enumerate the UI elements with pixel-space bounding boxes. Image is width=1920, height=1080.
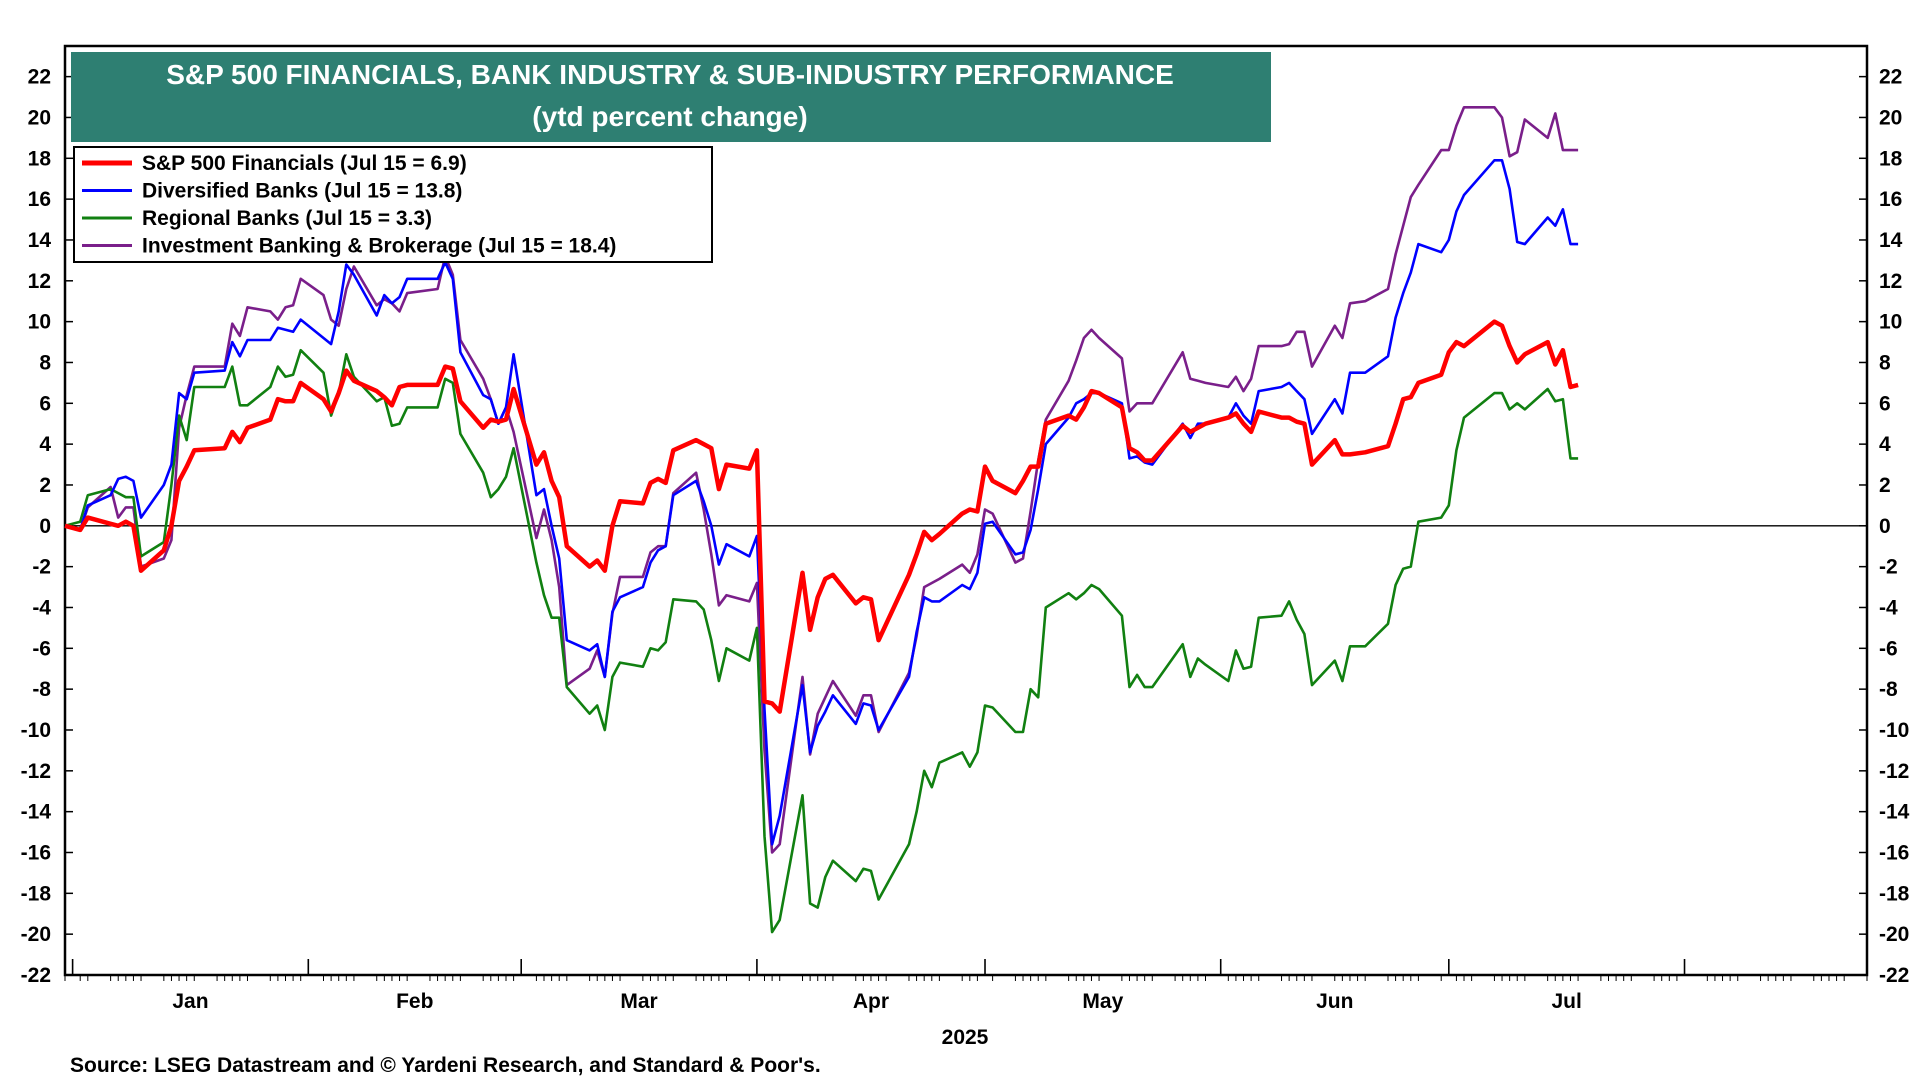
- x-axis-year-label: 2025: [942, 1026, 989, 1049]
- series-line-2: [64, 348, 1579, 934]
- y-tick-label-right: -14: [1879, 801, 1910, 824]
- x-tick-label: Jan: [172, 990, 208, 1013]
- y-tick-label-left: -20: [21, 923, 51, 946]
- title-background: [71, 52, 1271, 142]
- y-tick-label-left: 6: [39, 392, 51, 415]
- y-tick-label-right: 18: [1879, 147, 1903, 170]
- y-tick-label-right: -4: [1879, 596, 1898, 619]
- plot-frame: [63, 44, 1869, 977]
- y-tick-label-right: 2: [1879, 474, 1891, 497]
- y-tick-label-left: 18: [28, 147, 52, 170]
- y-tick-label-left: -6: [32, 637, 51, 660]
- chart-subtitle: (ytd percent change): [532, 101, 807, 132]
- y-tick-label-left: 2: [39, 474, 51, 497]
- y-tick-label-left: 12: [28, 270, 51, 293]
- legend-label: Diversified Banks (Jul 15 = 13.8): [142, 180, 462, 203]
- y-tick-label-left: 20: [28, 106, 51, 129]
- y-tick-label-right: 0: [1879, 515, 1891, 538]
- chart-title: S&P 500 FINANCIALS, BANK INDUSTRY & SUB-…: [166, 59, 1174, 90]
- series-line-1: [64, 159, 1579, 846]
- y-tick-label-right: 4: [1879, 433, 1891, 456]
- y-tick-label-left: -18: [21, 882, 52, 905]
- title-banner: S&P 500 FINANCIALS, BANK INDUSTRY & SUB-…: [71, 52, 1271, 142]
- y-tick-label-left: -10: [21, 719, 51, 742]
- y-tick-label-right: -10: [1879, 719, 1909, 742]
- y-tick-label-left: -14: [21, 801, 52, 824]
- y-tick-label-left: -12: [21, 760, 51, 783]
- y-tick-label-left: 0: [39, 515, 51, 538]
- y-tick-label-left: 10: [28, 311, 51, 334]
- y-tick-label-left: 4: [39, 433, 51, 456]
- x-tick-label: May: [1082, 990, 1123, 1013]
- legend-label: S&P 500 Financials (Jul 15 = 6.9): [142, 152, 467, 175]
- x-tick-label: Feb: [396, 990, 433, 1013]
- y-tick-label-right: 20: [1879, 106, 1902, 129]
- x-tick-label: Apr: [853, 990, 889, 1013]
- y-tick-label-left: -22: [21, 964, 51, 987]
- y-tick-label-right: -18: [1879, 882, 1910, 905]
- y-tick-label-left: 22: [28, 66, 51, 89]
- source-note: Source: LSEG Datastream and © Yardeni Re…: [70, 1054, 821, 1077]
- y-tick-label-right: 22: [1879, 66, 1902, 89]
- x-tick-label: Jul: [1551, 990, 1581, 1013]
- legend: S&P 500 Financials (Jul 15 = 6.9) Diversi…: [73, 146, 713, 263]
- y-tick-label-left: 8: [39, 351, 51, 374]
- legend-label: Investment Banking & Brokerage (Jul 15 =…: [142, 235, 616, 258]
- y-tick-label-right: -22: [1879, 964, 1909, 987]
- series-line-0: [64, 319, 1579, 714]
- y-tick-label-left: -16: [21, 841, 51, 864]
- legend-box: [73, 146, 713, 263]
- x-tick-label: Jun: [1316, 990, 1353, 1013]
- series-lines: [64, 106, 1579, 934]
- y-tick-label-right: 16: [1879, 188, 1902, 211]
- y-tick-label-right: 6: [1879, 392, 1891, 415]
- y-tick-label-right: -2: [1879, 556, 1898, 579]
- y-tick-label-right: -20: [1879, 923, 1909, 946]
- legend-label: Regional Banks (Jul 15 = 3.3): [142, 207, 432, 230]
- y-tick-label-right: -12: [1879, 760, 1909, 783]
- y-tick-label-left: -2: [32, 556, 51, 579]
- y-tick-label-right: 12: [1879, 270, 1902, 293]
- series-line-3: [64, 106, 1579, 854]
- y-tick-label-left: 16: [28, 188, 51, 211]
- y-tick-label-right: 10: [1879, 311, 1902, 334]
- y-tick-label-right: 8: [1879, 351, 1891, 374]
- y-tick-label-right: 14: [1879, 229, 1903, 252]
- y-tick-label-right: -8: [1879, 678, 1898, 701]
- x-tick-label: Mar: [620, 990, 657, 1013]
- y-tick-label-left: 14: [28, 229, 52, 252]
- y-tick-label-left: -4: [32, 596, 51, 619]
- y-tick-label-right: -6: [1879, 637, 1898, 660]
- y-tick-label-left: -8: [32, 678, 51, 701]
- y-tick-label-right: -16: [1879, 841, 1909, 864]
